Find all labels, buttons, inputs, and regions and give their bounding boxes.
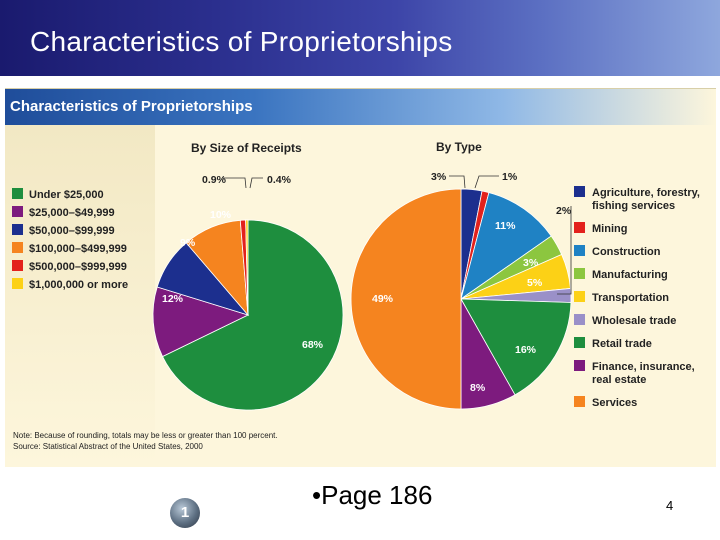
receipts-leader-line xyxy=(249,177,263,189)
type-leader-line xyxy=(474,175,499,189)
type-data-label: 3% xyxy=(431,171,447,183)
receipts-data-label: 9% xyxy=(180,237,196,249)
footnote-source: Source: Statistical Abstract of the Unit… xyxy=(13,442,203,451)
receipts-legend-swatch xyxy=(12,260,23,271)
type-legend-label: Finance, insurance, xyxy=(592,361,695,373)
slide-title: Characteristics of Proprietorships xyxy=(30,26,453,57)
receipts-legend-label: $1,000,000 or more xyxy=(29,279,128,291)
type-legend-swatch xyxy=(574,360,585,371)
type-legend-label: Wholesale trade xyxy=(592,315,676,327)
footnote-note: Note: Because of rounding, totals may be… xyxy=(13,431,278,440)
type-pie-slice xyxy=(460,298,572,396)
receipts-data-label: 0.9% xyxy=(202,174,227,186)
type-data-label: 8% xyxy=(470,382,486,394)
type-data-label: 11% xyxy=(495,220,516,232)
type-data-label: 49% xyxy=(372,293,394,305)
receipts-legend-label: $100,000–$499,999 xyxy=(29,243,127,255)
type-data-label: 5% xyxy=(527,277,543,289)
receipts-legend-swatch xyxy=(12,278,23,289)
type-legend-label: Agriculture, forestry, xyxy=(592,187,700,199)
type-legend-swatch xyxy=(574,314,585,325)
receipts-legend-swatch xyxy=(12,224,23,235)
receipts-pie-slice xyxy=(162,219,344,411)
page-reference: •Page 186 xyxy=(312,480,433,510)
chart-title: Characteristics of Proprietorships xyxy=(10,98,253,115)
receipts-legend-swatch xyxy=(12,206,23,217)
receipts-leader-line xyxy=(223,177,247,189)
receipts-data-label: 68% xyxy=(302,339,324,351)
type-legend-swatch xyxy=(574,291,585,302)
receipts-data-label: 10% xyxy=(210,209,232,221)
receipts-pie-slice xyxy=(152,286,250,358)
type-legend-label: fishing services xyxy=(592,200,675,212)
type-data-label: 2% xyxy=(556,205,572,217)
type-data-label: 1% xyxy=(502,171,518,183)
type-leader-line xyxy=(449,175,466,189)
type-legend-label: Retail trade xyxy=(592,338,652,350)
receipts-data-label: 12% xyxy=(162,293,184,305)
type-legend-swatch xyxy=(574,222,585,233)
type-legend-label: Manufacturing xyxy=(592,269,668,281)
type-leader-line xyxy=(557,206,572,295)
type-legend-swatch xyxy=(574,337,585,348)
receipts-legend-swatch xyxy=(12,242,23,253)
type-legend-swatch xyxy=(574,268,585,279)
type-pie-title: By Type xyxy=(436,140,482,154)
receipts-pie-slice xyxy=(245,219,249,316)
type-legend-label: Construction xyxy=(592,246,661,258)
chart-panel: Characteristics of Proprietorships xyxy=(5,88,716,467)
type-legend-swatch xyxy=(574,186,585,197)
type-legend-swatch xyxy=(574,245,585,256)
chart-panel-header: Characteristics of Proprietorships xyxy=(5,89,716,125)
receipts-pie-title: By Size of Receipts xyxy=(191,141,302,155)
charts-svg: By Size of Receipts 68% 12% 9% 10% 0.9% 0.4% Un… xyxy=(12,140,700,411)
type-legend-label: real estate xyxy=(592,374,646,386)
type-pie-slice xyxy=(350,188,462,410)
receipts-legend-swatch xyxy=(12,188,23,199)
slide-title-bar: Characteristics of Proprietorships xyxy=(0,0,720,76)
receipts-data-label: 0.4% xyxy=(267,174,292,186)
type-data-label: 3% xyxy=(523,257,539,269)
panel-shade xyxy=(5,125,155,467)
type-legend-label: Transportation xyxy=(592,292,669,304)
page-number: 4 xyxy=(666,498,674,513)
receipts-legend-label: $25,000–$49,999 xyxy=(29,207,115,219)
slide-badge: 1 xyxy=(170,498,200,528)
type-legend-label: Mining xyxy=(592,223,627,235)
type-pie-slice xyxy=(460,192,552,300)
type-data-label: 16% xyxy=(515,344,537,356)
receipts-legend-label: Under $25,000 xyxy=(29,189,104,201)
type-legend-label: Services xyxy=(592,397,637,409)
chart-footnote: Note: Because of rounding, totals may be… xyxy=(13,430,278,452)
type-legend-swatch xyxy=(574,396,585,407)
receipts-legend-label: $500,000–$999,999 xyxy=(29,261,127,273)
receipts-legend-label: $50,000–$99,999 xyxy=(29,225,115,237)
